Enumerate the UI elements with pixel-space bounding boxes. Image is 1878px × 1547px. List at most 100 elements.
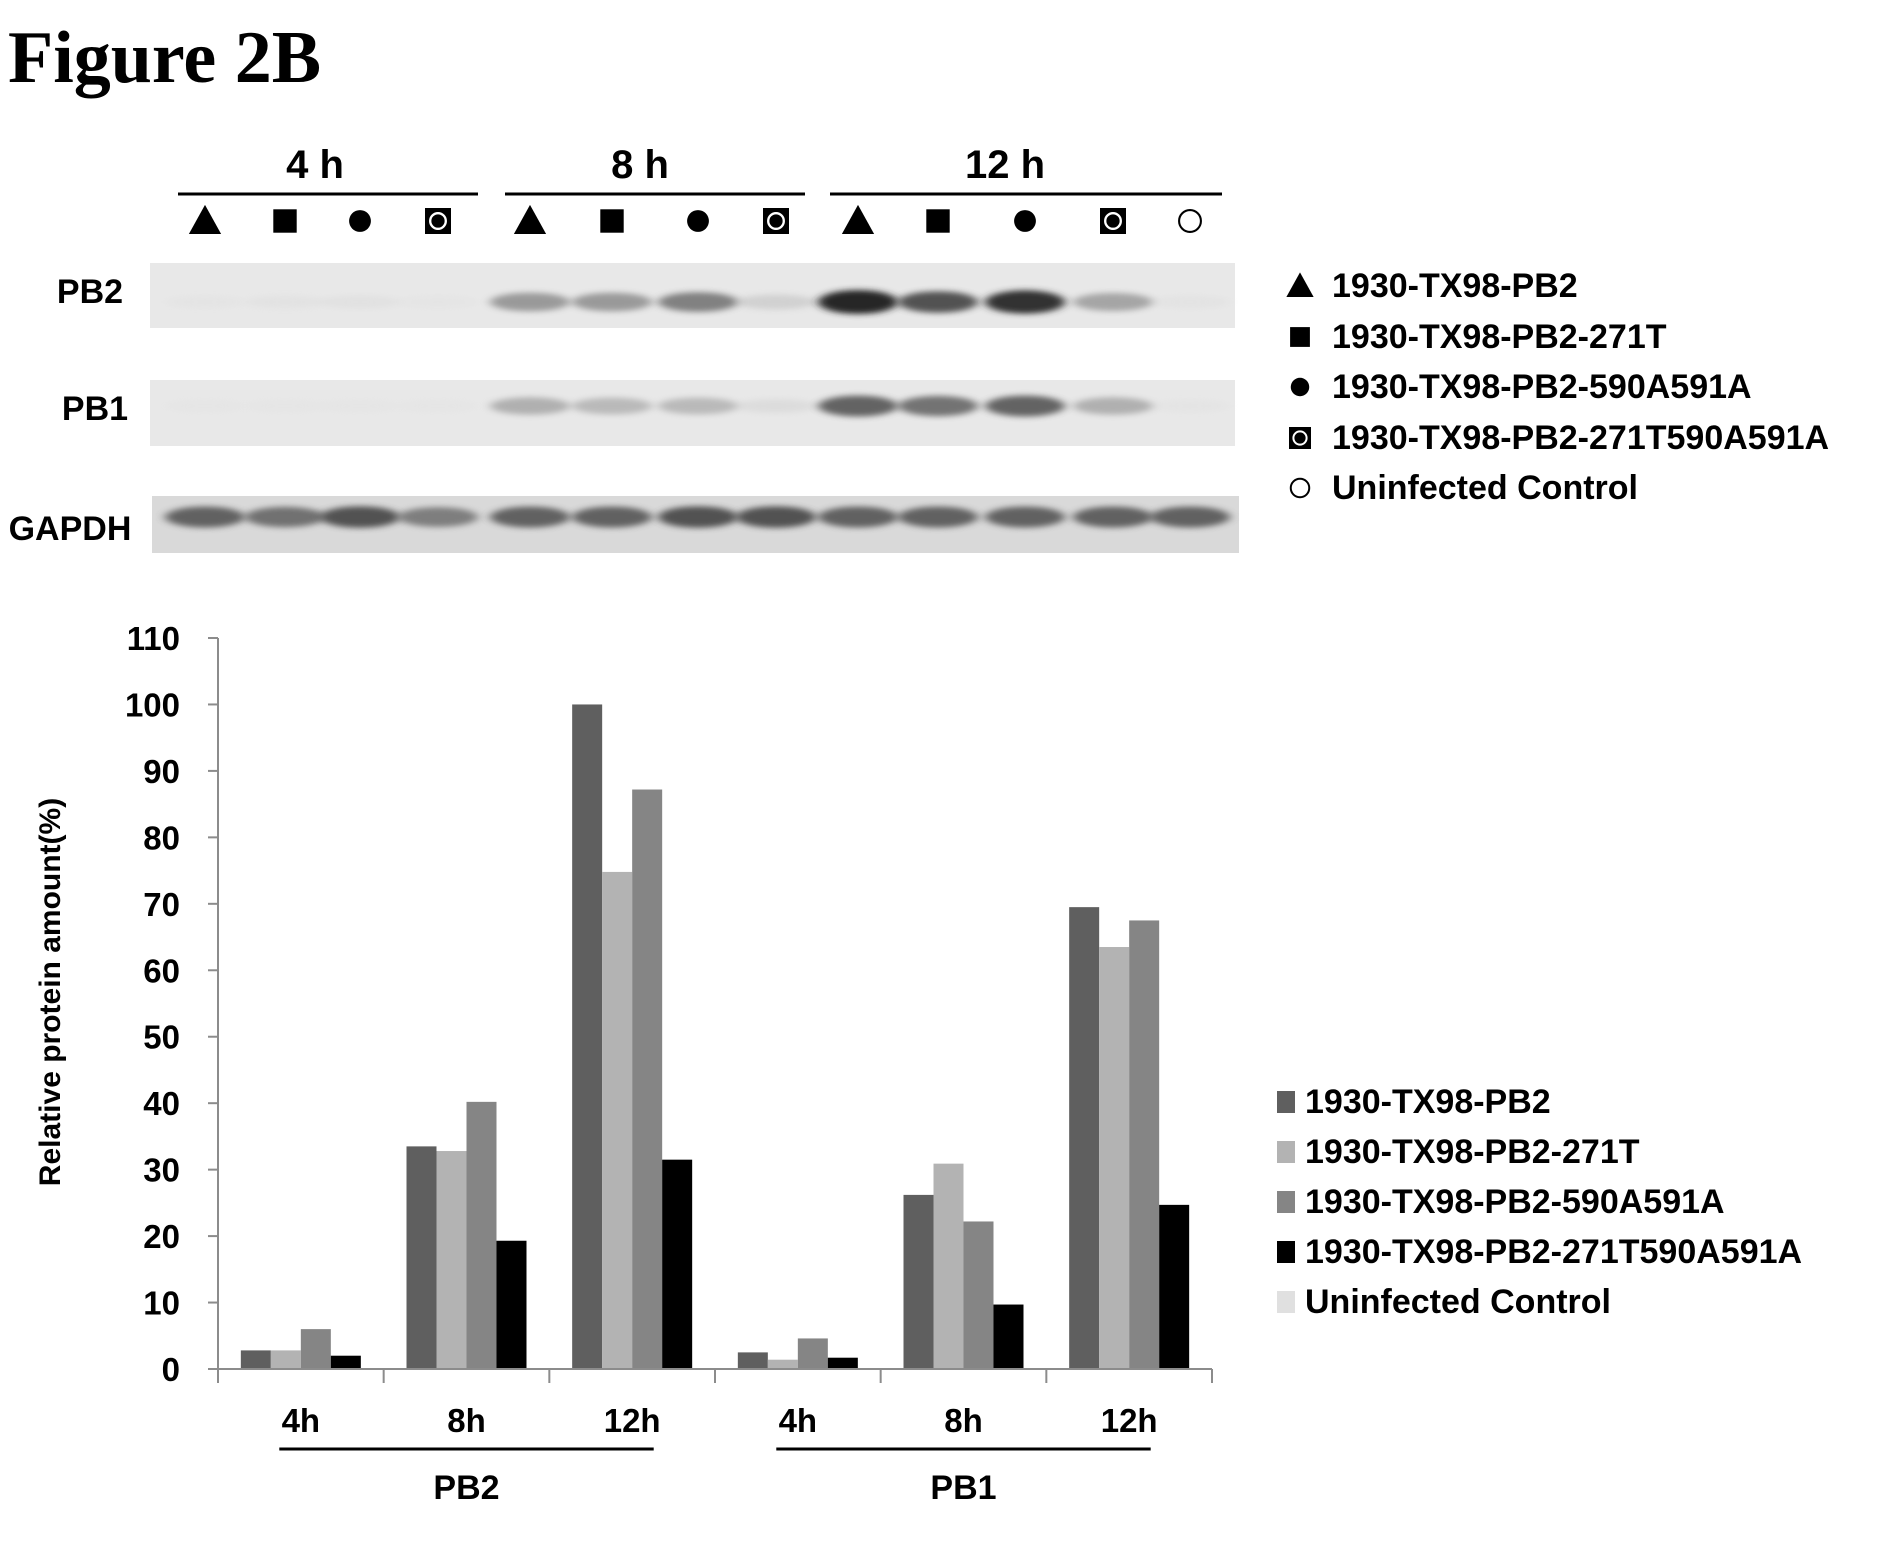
y-axis-label: Relative protein amount(%) — [34, 798, 67, 1186]
bar-pb2-12h-series-1 — [572, 704, 603, 1369]
time-group-headers: 4 h 8 h 12 h — [178, 143, 1222, 196]
bar-chart: Relative protein amount(%) 0 10 20 30 40 50 60… — [34, 620, 1213, 1507]
bar-pb2-12h-series-2 — [602, 871, 633, 1369]
bar-pb2-12h-series-4 — [662, 1159, 693, 1369]
band-pb1-lane-8 — [736, 399, 816, 413]
blot-strip-gapdh — [152, 496, 1239, 553]
chart-legend-label: Uninfected Control — [1305, 1283, 1611, 1321]
lane-marker-12 — [1100, 208, 1126, 234]
blot-legend-marker — [1290, 377, 1310, 397]
blot-row-label-pb1: PB1 — [62, 390, 128, 428]
lane-marker-6 — [600, 209, 624, 233]
x-tick-label-pb1-12h: 12h — [1101, 1402, 1158, 1439]
blot-legend-marker — [1286, 272, 1314, 297]
x-tick-label-pb2-4h: 4h — [282, 1402, 321, 1439]
lane-markers — [188, 204, 1202, 234]
y-tick-label-30: 30 — [143, 1152, 180, 1189]
band-pb1-lane-9 — [818, 395, 898, 417]
bar-pb2-8h-series-2 — [436, 1151, 467, 1369]
chart-legend-label: 1930-TX98-PB2-271T — [1305, 1133, 1640, 1171]
blot-legend-marker — [1290, 327, 1310, 347]
blot-legend-item-4: 1930-TX98-PB2-271T590A591A — [1289, 419, 1829, 457]
blot-legend-marker — [1289, 477, 1311, 499]
bar-pb2-4h-series-1 — [240, 1350, 271, 1369]
lane-marker-11 — [1014, 210, 1036, 232]
y-tick-label-50: 50 — [143, 1019, 180, 1056]
band-pb2-lane-11 — [985, 290, 1065, 314]
y-tick-label-40: 40 — [143, 1085, 180, 1122]
bar-pb2-4h-series-3 — [300, 1329, 331, 1369]
x-tick-label-pb2-12h: 12h — [604, 1402, 661, 1439]
lane-marker-4 — [425, 208, 451, 234]
chart-legend-swatch — [1277, 1141, 1295, 1163]
band-gapdh-lane-11 — [985, 506, 1065, 528]
bar-pb1-8h-series-3 — [963, 1221, 994, 1369]
blot-row-labels: PB2 PB1 GAPDH — [9, 273, 132, 548]
band-pb2-lane-2 — [245, 295, 325, 309]
band-gapdh-lane-9 — [818, 506, 898, 528]
blot-legend-label: 1930-TX98-PB2 — [1332, 267, 1578, 305]
blot-legend-item-5: Uninfected Control — [1289, 469, 1638, 507]
time-group-8-h: 8 h — [611, 143, 669, 187]
band-pb1-lane-11 — [985, 395, 1065, 417]
band-gapdh-lane-10 — [898, 506, 978, 528]
western-blot-panel: 4 h 8 h 12 h PB2 PB1 GAPDH — [9, 143, 1239, 553]
band-pb2-lane-8 — [736, 294, 816, 310]
band-pb1-lane-2 — [245, 399, 325, 413]
y-tick-label-10: 10 — [143, 1285, 180, 1322]
chart-legend-item-1: 1930-TX98-PB2 — [1277, 1083, 1551, 1121]
bar-pb1-12h-series-2 — [1099, 947, 1130, 1369]
blot-legend-item-2: 1930-TX98-PB2-271T — [1290, 318, 1667, 356]
bar-pb1-8h-series-2 — [933, 1163, 964, 1369]
blot-strip-pb1 — [150, 380, 1235, 446]
blot-legend-item-1: 1930-TX98-PB2 — [1286, 267, 1578, 305]
blot-row-label-gapdh: GAPDH — [9, 510, 132, 548]
bar-pb1-12h-series-3 — [1129, 920, 1160, 1369]
x-tick-label-pb1-4h: 4h — [779, 1402, 818, 1439]
chart-legend-swatch — [1277, 1291, 1295, 1313]
chart-legend-item-2: 1930-TX98-PB2-271T — [1277, 1133, 1640, 1171]
blot-legend-label: Uninfected Control — [1332, 469, 1638, 507]
band-pb2-lane-9 — [818, 290, 898, 314]
lane-marker-8 — [763, 208, 789, 234]
bar-pb1-4h-series-3 — [797, 1338, 828, 1369]
chart-legend-swatch — [1277, 1241, 1295, 1263]
bar-pb1-4h-series-1 — [737, 1352, 768, 1369]
bar-pb1-12h-series-4 — [1159, 1204, 1190, 1369]
blot-row-label-pb2: PB2 — [57, 273, 123, 311]
band-pb2-lane-6 — [572, 292, 652, 312]
band-pb2-lane-4 — [398, 295, 478, 309]
band-pb2-lane-10 — [898, 291, 978, 313]
x-tick-label-pb1-8h: 8h — [944, 1402, 983, 1439]
chart-legend: 1930-TX98-PB2 1930-TX98-PB2-271T 1930-TX9… — [1277, 1083, 1802, 1321]
lane-marker-7 — [687, 210, 709, 232]
band-pb1-lane-12 — [1073, 397, 1153, 415]
band-pb1-lane-1 — [165, 399, 245, 413]
bar-pb2-4h-series-2 — [270, 1350, 301, 1369]
bar-pb2-12h-series-3 — [632, 789, 663, 1369]
chart-legend-label: 1930-TX98-PB2-271T590A591A — [1305, 1233, 1802, 1271]
band-pb2-lane-1 — [165, 295, 245, 309]
chart-legend-item-3: 1930-TX98-PB2-590A591A — [1277, 1183, 1725, 1221]
band-gapdh-lane-13 — [1150, 506, 1230, 528]
y-tick-label-70: 70 — [143, 886, 180, 923]
band-pb1-lane-7 — [658, 397, 738, 415]
blot-strip-pb2 — [150, 263, 1235, 328]
y-tick-label-110: 110 — [127, 620, 180, 657]
band-pb1-lane-13 — [1150, 399, 1230, 413]
lane-marker-9 — [841, 204, 875, 234]
band-pb1-lane-6 — [572, 397, 652, 415]
blot-legend-label: 1930-TX98-PB2-271T590A591A — [1332, 419, 1829, 457]
chart-legend-label: 1930-TX98-PB2-590A591A — [1305, 1183, 1725, 1221]
bar-pb1-4h-series-4 — [827, 1357, 858, 1369]
band-pb1-lane-3 — [320, 399, 400, 413]
band-gapdh-lane-12 — [1073, 506, 1153, 528]
time-group-4-h: 4 h — [286, 143, 344, 187]
lane-marker-1 — [188, 204, 222, 234]
lane-marker-3 — [349, 210, 371, 232]
band-pb2-lane-5 — [490, 292, 570, 312]
bar-pb1-8h-series-1 — [903, 1194, 934, 1369]
chart-legend-item-4: 1930-TX98-PB2-271T590A591A — [1277, 1233, 1802, 1271]
bar-pb1-4h-series-2 — [767, 1359, 798, 1369]
